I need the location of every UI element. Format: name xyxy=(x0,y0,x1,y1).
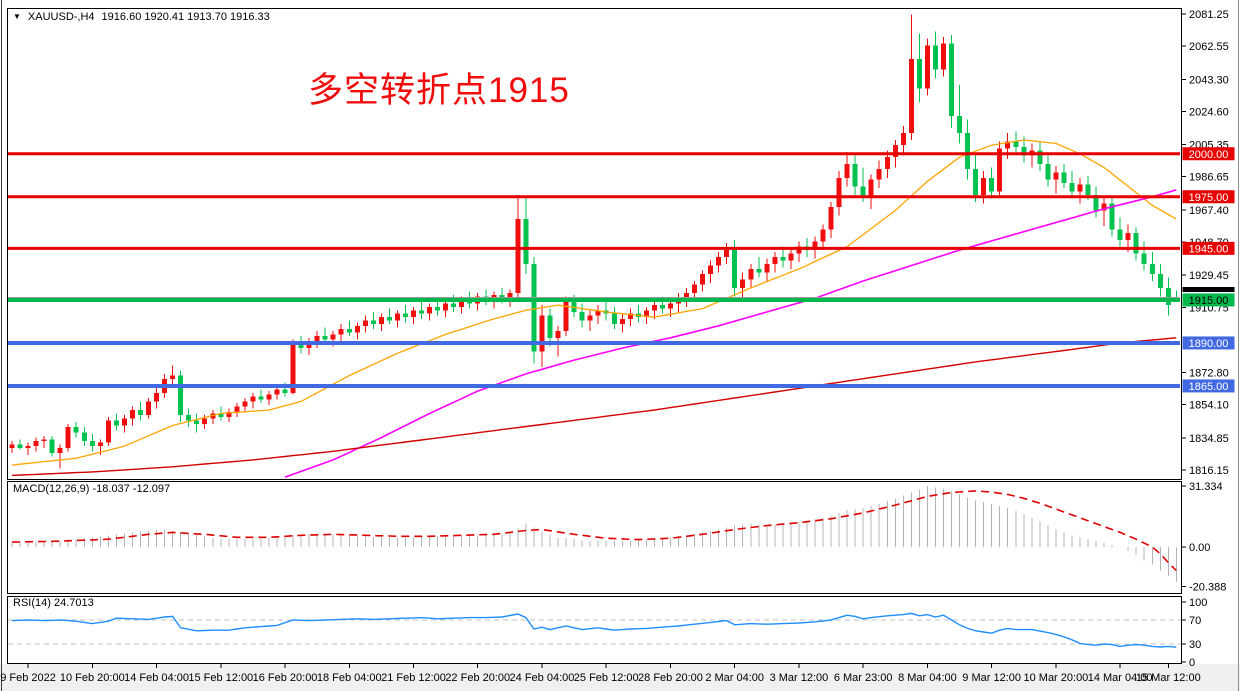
price-axis-label: 1967.40 xyxy=(1189,205,1229,217)
date-axis-label[interactable]: 10 Mar 20:00 xyxy=(1023,672,1088,684)
rsi-line xyxy=(11,612,1177,648)
macd-name: MACD(12,26,9) xyxy=(13,483,90,495)
date-axis-strip xyxy=(0,664,1240,691)
rsi-axis-label: 30 xyxy=(1189,639,1201,651)
price-axis-label: 2062.55 xyxy=(1189,41,1229,53)
date-axis-label[interactable]: 14 Feb 04:00 xyxy=(124,672,189,684)
rsi-axis-label: 100 xyxy=(1189,597,1207,609)
ohlc-values: 1916.60 1920.41 1913.70 1916.33 xyxy=(101,11,270,23)
date-axis-label[interactable]: 10 Feb 20:00 xyxy=(60,672,125,684)
date-axis-label[interactable]: 8 Mar 04:00 xyxy=(898,672,957,684)
price-badge-label: 1865.00 xyxy=(1189,381,1229,393)
date-axis-label[interactable]: 3 Mar 12:00 xyxy=(770,672,829,684)
price-badge-1915.00 xyxy=(1182,293,1235,307)
candles-layer xyxy=(9,14,1179,469)
price-axis-label: 1834.85 xyxy=(1189,433,1229,445)
main-chart-layer[interactable] xyxy=(8,14,1181,478)
macd-axis-label: -20.388 xyxy=(1189,582,1226,594)
annotation-text: 多空转折点1915 xyxy=(308,71,570,110)
price-axis-label: 1854.10 xyxy=(1189,400,1229,412)
rsi-panel[interactable] xyxy=(8,612,1181,648)
date-axis-label[interactable]: 14 Mar 04:00 xyxy=(1088,672,1153,684)
rsi-name: RSI(14) xyxy=(13,597,51,609)
date-axis-label[interactable]: 2 Mar 04:00 xyxy=(705,672,764,684)
panel-frame-1 xyxy=(7,481,1182,594)
price-badge-1945.00 xyxy=(1182,241,1235,255)
price-axis-label: 1986.65 xyxy=(1189,172,1229,184)
price-axis-label: 2043.30 xyxy=(1189,74,1229,86)
ma-mid-magenta xyxy=(284,189,1177,478)
date-axis-label[interactable]: 15 Mar 12:00 xyxy=(1136,672,1201,684)
panel-frame-2 xyxy=(7,596,1182,664)
macd-axis-label: 0.00 xyxy=(1189,542,1210,554)
rsi-value: 24.7013 xyxy=(53,597,94,609)
price-axis: 2081.252062.552043.302024.602005.351986.… xyxy=(1181,9,1235,477)
date-axis-label[interactable]: 28 Feb 20:00 xyxy=(638,672,703,684)
price-axis-label: 1929.45 xyxy=(1189,270,1229,282)
date-axis-label[interactable]: 22 Feb 20:00 xyxy=(445,672,510,684)
date-axis: 9 Feb 2022 10 Feb 20:00 14 Feb 04:00 15 Feb… xyxy=(0,664,1201,684)
rsi-axis-label: 70 xyxy=(1189,615,1201,627)
macd-axis: 31.334 0.00 -20.388 xyxy=(1181,481,1226,594)
rsi-axis-label: 0 xyxy=(1189,657,1195,669)
price-badge-1890.00 xyxy=(1182,336,1235,350)
date-axis-label[interactable]: 6 Mar 23:00 xyxy=(834,672,893,684)
macd-signal-line xyxy=(11,490,1177,572)
date-axis-label[interactable]: 16 Feb 20:00 xyxy=(253,672,318,684)
macd-panel[interactable] xyxy=(11,486,1177,583)
panel-frame-0 xyxy=(7,8,1182,480)
price-axis-label: 2024.60 xyxy=(1189,106,1229,118)
price-badge-label: 1945.00 xyxy=(1189,243,1229,255)
price-badge-label: 1975.00 xyxy=(1189,192,1229,204)
date-axis-label[interactable]: 25 Feb 12:00 xyxy=(574,672,639,684)
price-axis-label: 1872.80 xyxy=(1189,368,1229,380)
rsi-axis: 100 70 30 0 xyxy=(1181,597,1207,669)
ma-fast-orange xyxy=(11,139,1177,466)
price-badge-label: 2000.00 xyxy=(1189,149,1229,161)
expander-triangle-icon[interactable]: ▼ xyxy=(13,11,21,21)
price-axis-label: 2081.25 xyxy=(1189,9,1229,21)
date-axis-label[interactable]: 9 Mar 12:00 xyxy=(962,672,1021,684)
price-badge-2000.00 xyxy=(1182,147,1235,161)
price-badge-label: 1890.00 xyxy=(1189,338,1229,350)
price-badge-1975.00 xyxy=(1182,190,1235,204)
price-badge-1865.00 xyxy=(1182,379,1235,393)
price-axis-label: 1816.15 xyxy=(1189,465,1229,477)
last-price-marker xyxy=(1182,287,1235,292)
macd-axis-label: 31.334 xyxy=(1189,481,1223,493)
symbol-info-line: ▼ XAUUSD-,H4 1916.60 1920.41 1913.70 191… xyxy=(13,11,270,23)
date-axis-label[interactable]: 21 Feb 12:00 xyxy=(381,672,446,684)
date-axis-label[interactable]: 24 Feb 04:00 xyxy=(510,672,575,684)
date-axis-label[interactable]: 9 Feb 2022 xyxy=(0,672,56,684)
rsi-indicator-label: RSI(14) 24.7013 xyxy=(13,597,94,609)
date-axis-label[interactable]: 18 Feb 04:00 xyxy=(317,672,382,684)
ma-slow-darkred xyxy=(11,337,1177,477)
macd-indicator-label: MACD(12,26,9) -18.037 -12.097 xyxy=(13,483,170,495)
price-badge-label: 1915.00 xyxy=(1189,295,1229,307)
macd-values: -18.037 -12.097 xyxy=(92,483,171,495)
date-axis-label[interactable]: 15 Feb 12:00 xyxy=(188,672,253,684)
symbol-period-label: XAUUSD-,H4 xyxy=(27,11,95,23)
